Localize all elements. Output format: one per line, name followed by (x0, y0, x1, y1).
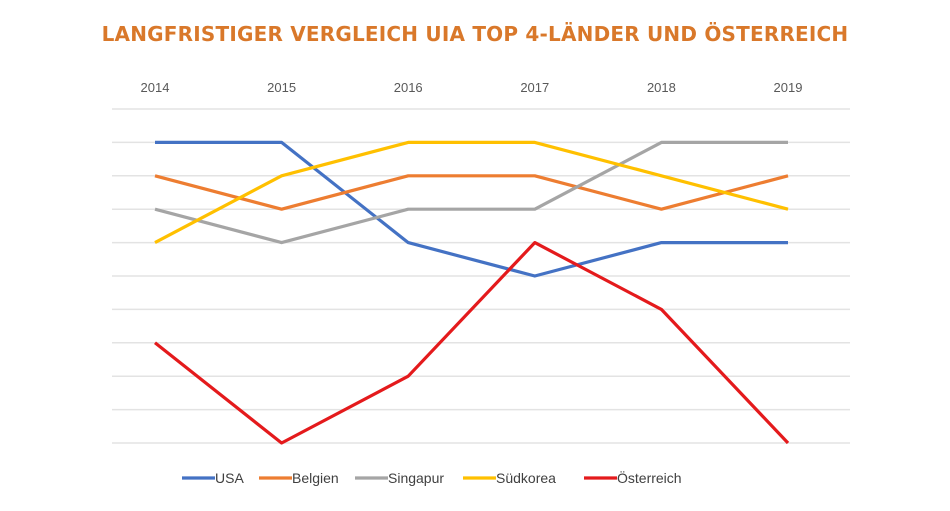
legend: USA Belgien Singapur Südkorea Österreich (182, 469, 682, 486)
legend-item: Österreich (584, 469, 682, 486)
legend-item: USA (182, 470, 244, 486)
series-line-südkorea (154, 140, 789, 245)
legend-item: Südkorea (463, 470, 556, 486)
x-tick-label: 2018 (647, 80, 676, 95)
x-tick-label: 2019 (774, 80, 803, 95)
x-tick-label: 2015 (267, 80, 296, 95)
series-line-österreich (154, 241, 790, 445)
x-tick-label: 2017 (520, 80, 549, 95)
legend-label: Südkorea (496, 470, 556, 486)
legend-item: Belgien (259, 470, 339, 486)
x-tick-label: 2016 (394, 80, 423, 95)
series-line-usa (155, 140, 788, 278)
legend-label: Österreich (617, 469, 682, 486)
series-line-belgien (154, 174, 789, 211)
series-line-singapur (154, 140, 788, 245)
chart-title: LANGFRISTIGER VERGLEICH UIA TOP 4-LÄNDER… (101, 22, 849, 46)
x-tick-label: 2014 (141, 80, 170, 95)
legend-label: Belgien (292, 470, 339, 486)
x-axis-ticks: 2014 2015 2016 2017 2018 2019 (141, 80, 803, 95)
series-lines (154, 140, 790, 445)
legend-label: Singapur (388, 470, 444, 486)
legend-item: Singapur (355, 470, 444, 486)
legend-label: USA (215, 470, 244, 486)
